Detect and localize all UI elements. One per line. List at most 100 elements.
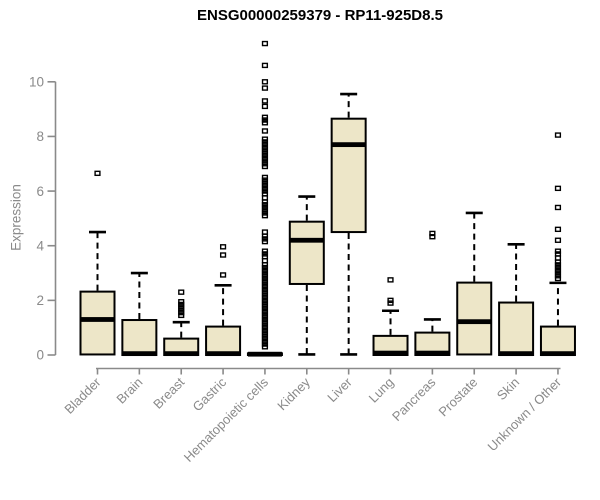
outlier-point-hematopoietic-cells [261, 303, 269, 309]
outlier-point-hematopoietic-cells [261, 204, 269, 211]
outlier-point-hematopoietic-cells [261, 238, 269, 245]
outlier-point-hematopoietic-cells [261, 163, 269, 170]
outlier-point-gastric [219, 252, 227, 258]
box-skin [498, 301, 535, 356]
outlier-point-unknown-other [554, 264, 562, 271]
outlier-point-breast [178, 299, 185, 305]
median-bladder [80, 317, 115, 322]
outlier-point-hematopoietic-cells [261, 188, 269, 194]
outlier-point-breast [178, 309, 185, 316]
outlier-point-gastric [219, 244, 227, 250]
box-bladder [79, 290, 116, 356]
outlier-point-hematopoietic-cells [261, 335, 269, 342]
median-lung [373, 350, 408, 356]
median-pancreas [415, 350, 450, 356]
outlier-point-hematopoietic-cells [261, 319, 269, 325]
outlier-point-hematopoietic-cells [261, 155, 269, 161]
median-liver [331, 142, 366, 148]
outlier-point-lung [387, 297, 394, 304]
outlier-point-breast [178, 304, 185, 310]
outlier-point-hematopoietic-cells [261, 253, 269, 260]
outlier-point-breast [178, 312, 185, 319]
outlier-point-hematopoietic-cells [261, 300, 269, 306]
x-category-label-bladder: Bladder [61, 374, 104, 417]
outlier-point-hematopoietic-cells [261, 308, 269, 314]
box-gastric [205, 325, 242, 356]
outlier-point-hematopoietic-cells [261, 286, 269, 293]
outlier-point-hematopoietic-cells [261, 212, 269, 219]
outlier-point-breast [178, 289, 185, 295]
outlier-point-lung [387, 277, 394, 283]
outlier-point-hematopoietic-cells [261, 267, 269, 274]
x-category-label-liver: Liver [324, 374, 355, 405]
outlier-point-hematopoietic-cells [261, 311, 269, 317]
box-liver [330, 117, 367, 234]
outlier-point-unknown-other [554, 270, 562, 276]
outlier-point-unknown-other [554, 273, 562, 279]
outlier-point-hematopoietic-cells [261, 141, 269, 148]
outlier-point-unknown-other [554, 248, 562, 254]
outlier-point-hematopoietic-cells [261, 278, 269, 284]
median-gastric [206, 351, 241, 357]
outlier-point-unknown-other [554, 251, 562, 257]
outlier-point-unknown-other [554, 132, 562, 138]
outlier-point-hematopoietic-cells [261, 314, 269, 320]
outlier-point-hematopoietic-cells [261, 117, 269, 123]
outlier-point-hematopoietic-cells [261, 62, 269, 69]
outlier-point-hematopoietic-cells [261, 98, 269, 104]
outlier-point-hematopoietic-cells [261, 330, 269, 336]
outlier-point-hematopoietic-cells [261, 158, 269, 164]
outlier-point-hematopoietic-cells [261, 174, 269, 181]
outlier-point-hematopoietic-cells [261, 324, 269, 331]
outlier-point-hematopoietic-cells [261, 289, 269, 295]
outlier-point-hematopoietic-cells [261, 284, 269, 290]
outlier-point-hematopoietic-cells [261, 248, 269, 254]
outlier-point-hematopoietic-cells [261, 191, 269, 197]
outlier-point-pancreas [429, 234, 436, 240]
outlier-point-hematopoietic-cells [261, 144, 269, 151]
outlier-point-hematopoietic-cells [261, 251, 269, 257]
x-category-label-skin: Skin [494, 375, 522, 403]
median-unknown-other [540, 351, 575, 357]
outlier-point-hematopoietic-cells [261, 147, 269, 153]
outlier-point-hematopoietic-cells [261, 177, 269, 183]
x-category-label-pancreas: Pancreas [389, 374, 439, 424]
outlier-point-hematopoietic-cells [261, 327, 269, 334]
outlier-point-bladder [94, 170, 101, 177]
outlier-point-hematopoietic-cells [261, 103, 269, 110]
median-skin [499, 351, 534, 357]
box-kidney [288, 220, 325, 285]
outlier-point-lung [387, 300, 394, 306]
y-tick-label: 6 [36, 184, 44, 199]
outlier-point-hematopoietic-cells [261, 128, 269, 134]
x-category-label-kidney: Kidney [274, 374, 313, 413]
outlier-point-hematopoietic-cells [261, 264, 269, 271]
median-hematopoietic-cells [247, 351, 282, 357]
median-prostate [457, 319, 492, 325]
y-tick-label: 4 [36, 238, 44, 253]
outlier-point-hematopoietic-cells [261, 210, 269, 216]
chart-title: ENSG00000259379 - RP11-925D8.5 [196, 7, 443, 24]
y-tick-label: 8 [36, 129, 44, 144]
outlier-point-hematopoietic-cells [261, 236, 269, 242]
outlier-point-pancreas [429, 230, 436, 237]
outlier-point-hematopoietic-cells [261, 270, 269, 276]
box-unknown-other [539, 325, 576, 356]
outlier-point-hematopoietic-cells [261, 152, 269, 159]
outlier-point-hematopoietic-cells [261, 150, 269, 156]
outlier-point-hematopoietic-cells [261, 161, 269, 167]
x-category-label-gastric: Gastric [189, 374, 229, 414]
outlier-point-hematopoietic-cells [261, 281, 269, 287]
outlier-point-hematopoietic-cells [261, 316, 269, 323]
outlier-point-hematopoietic-cells [261, 85, 269, 91]
outlier-point-hematopoietic-cells [261, 338, 269, 345]
outlier-point-hematopoietic-cells [261, 182, 269, 189]
outlier-point-unknown-other [554, 204, 562, 211]
outlier-point-hematopoietic-cells [261, 333, 269, 339]
x-category-label-lung: Lung [366, 375, 397, 406]
box-prostate [456, 281, 493, 356]
outlier-point-hematopoietic-cells [261, 185, 269, 192]
outlier-point-hematopoietic-cells [261, 273, 269, 279]
